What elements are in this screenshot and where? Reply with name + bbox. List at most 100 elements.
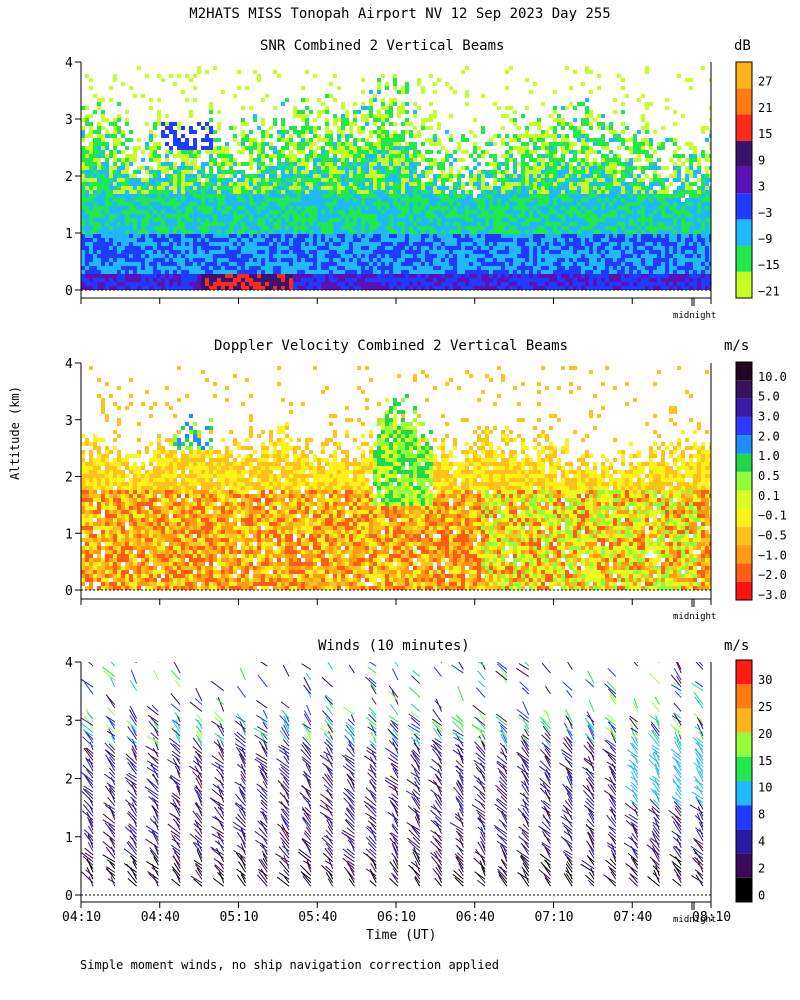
colorbar-label: 30: [758, 673, 772, 687]
velocity-panel-title: Doppler Velocity Combined 2 Vertical Bea…: [214, 338, 569, 354]
colorbar-swatch: [736, 271, 752, 298]
y-tick-label: 0: [65, 889, 73, 904]
colorbar-swatch: [736, 545, 752, 564]
colorbar-label: −0.5: [758, 529, 787, 543]
colorbar-swatch: [736, 471, 752, 491]
colorbar-swatch: [736, 756, 752, 781]
colorbar-label: −9: [758, 232, 772, 246]
y-tick-label: 4: [65, 656, 73, 671]
x-tick-label: 05:10: [220, 910, 259, 925]
colorbar-label: −15: [758, 258, 780, 272]
winds-panel-title: Winds (10 minutes): [318, 638, 470, 654]
velocity-colorbar-unit: m/s: [724, 338, 750, 354]
main-title: M2HATS MISS Tonopah Airport NV 12 Sep 20…: [189, 6, 611, 22]
colorbar-label: 4: [758, 835, 765, 849]
winds-colorbar-unit: m/s: [724, 638, 750, 654]
y-tick-label: 2: [65, 170, 73, 185]
x-tick-label: 07:10: [535, 910, 574, 925]
snr-heatmap: [81, 66, 711, 290]
colorbar-label: 3.0: [758, 410, 780, 424]
colorbar-label: 2: [758, 861, 765, 875]
colorbar-label: 3: [758, 180, 765, 194]
colorbar-label: 5.0: [758, 390, 780, 404]
colorbar-swatch: [736, 219, 752, 246]
midnight-marker: midnight: [673, 915, 716, 925]
snr-panel-title: SNR Combined 2 Vertical Beams: [260, 38, 505, 54]
colorbar-swatch: [736, 732, 752, 757]
x-tick-label: 06:10: [377, 910, 416, 925]
y-tick-label: 3: [65, 113, 73, 128]
colorbar-swatch: [736, 660, 752, 685]
colorbar-label: 10: [758, 781, 772, 795]
colorbar-swatch: [736, 853, 752, 878]
y-tick-label: 4: [65, 56, 73, 71]
colorbar-label: −3.0: [758, 588, 787, 602]
x-tick-label: 07:40: [613, 910, 652, 925]
colorbar-label: −0.1: [758, 509, 787, 523]
colorbar-label: 9: [758, 153, 765, 167]
colorbar-swatch: [736, 563, 752, 582]
colorbar-label: −21: [758, 284, 780, 298]
colorbar-label: 21: [758, 101, 772, 115]
colorbar-swatch: [736, 877, 752, 902]
colorbar-swatch: [736, 453, 752, 472]
colorbar-swatch: [736, 88, 752, 115]
colorbar-swatch: [736, 140, 752, 167]
footnote: Simple moment winds, no ship navigation …: [80, 958, 500, 972]
colorbar-label: 15: [758, 754, 772, 768]
x-tick-label: 08:10: [692, 910, 731, 925]
colorbar-label: 2.0: [758, 429, 780, 443]
y-tick-label: 2: [65, 471, 73, 486]
colorbar-swatch: [736, 193, 752, 220]
colorbar-label: 10.0: [758, 370, 787, 384]
x-tick-label: 04:40: [141, 910, 180, 925]
colorbar-label: −1.0: [758, 548, 787, 562]
y-tick-label: 0: [65, 284, 73, 299]
colorbar-swatch: [736, 362, 752, 381]
colorbar-swatch: [736, 435, 752, 454]
colorbar-swatch: [736, 166, 752, 194]
colorbar-swatch: [736, 62, 752, 89]
x-tick-label: 06:40: [456, 910, 495, 925]
colorbar-swatch: [736, 416, 752, 436]
colorbar-label: 8: [758, 808, 765, 822]
y-tick-label: 3: [65, 414, 73, 429]
colorbar-swatch: [736, 684, 752, 709]
colorbar-label: 27: [758, 75, 772, 89]
snr-colorbar-unit: dB: [734, 38, 751, 54]
colorbar-swatch: [736, 829, 752, 854]
colorbar-swatch: [736, 114, 752, 141]
colorbar-label: 20: [758, 727, 772, 741]
colorbars-layer: 27 21 15 9 3 −3 −9 −15 −21 10.0 5.0 3.0 2.0 1.0 0.5 0.1…: [735, 61, 787, 903]
colorbar-swatch: [736, 581, 752, 600]
x-tick-label: 04:10: [62, 910, 101, 925]
colorbar-swatch: [736, 508, 752, 527]
y-tick-label: 3: [65, 714, 73, 729]
wind-barbs: [81, 662, 704, 887]
colorbar-swatch: [736, 781, 752, 806]
x-tick-label: 05:40: [298, 910, 337, 925]
colorbar-swatch: [736, 708, 752, 733]
colorbar-label: −2.0: [758, 568, 787, 582]
colorbar-swatch: [736, 526, 752, 546]
velocity-heatmap: [81, 366, 711, 590]
y-tick-label: 1: [65, 527, 73, 542]
midnight-marker: midnight: [673, 612, 716, 622]
y-tick-label: 1: [65, 227, 73, 242]
colorbar-swatch: [736, 380, 752, 399]
colorbar-swatch: [736, 398, 752, 417]
colorbar-label: 0.1: [758, 489, 780, 503]
colorbar-swatch: [736, 805, 752, 830]
colorbar-label: −3: [758, 206, 772, 220]
colorbar-swatch: [736, 245, 752, 272]
y-axis-label: Altitude (km): [8, 386, 22, 480]
y-tick-label: 2: [65, 773, 73, 788]
axes-layer: 01234midnight01234midnight01234midnight0…: [62, 56, 731, 925]
colorbar-label: 25: [758, 700, 772, 714]
midnight-marker: midnight: [673, 311, 716, 321]
colorbar-label: 15: [758, 127, 772, 141]
x-axis-label: Time (UT): [366, 928, 437, 943]
colorbar-swatch: [736, 490, 752, 509]
colorbar-label: 0.5: [758, 469, 780, 483]
